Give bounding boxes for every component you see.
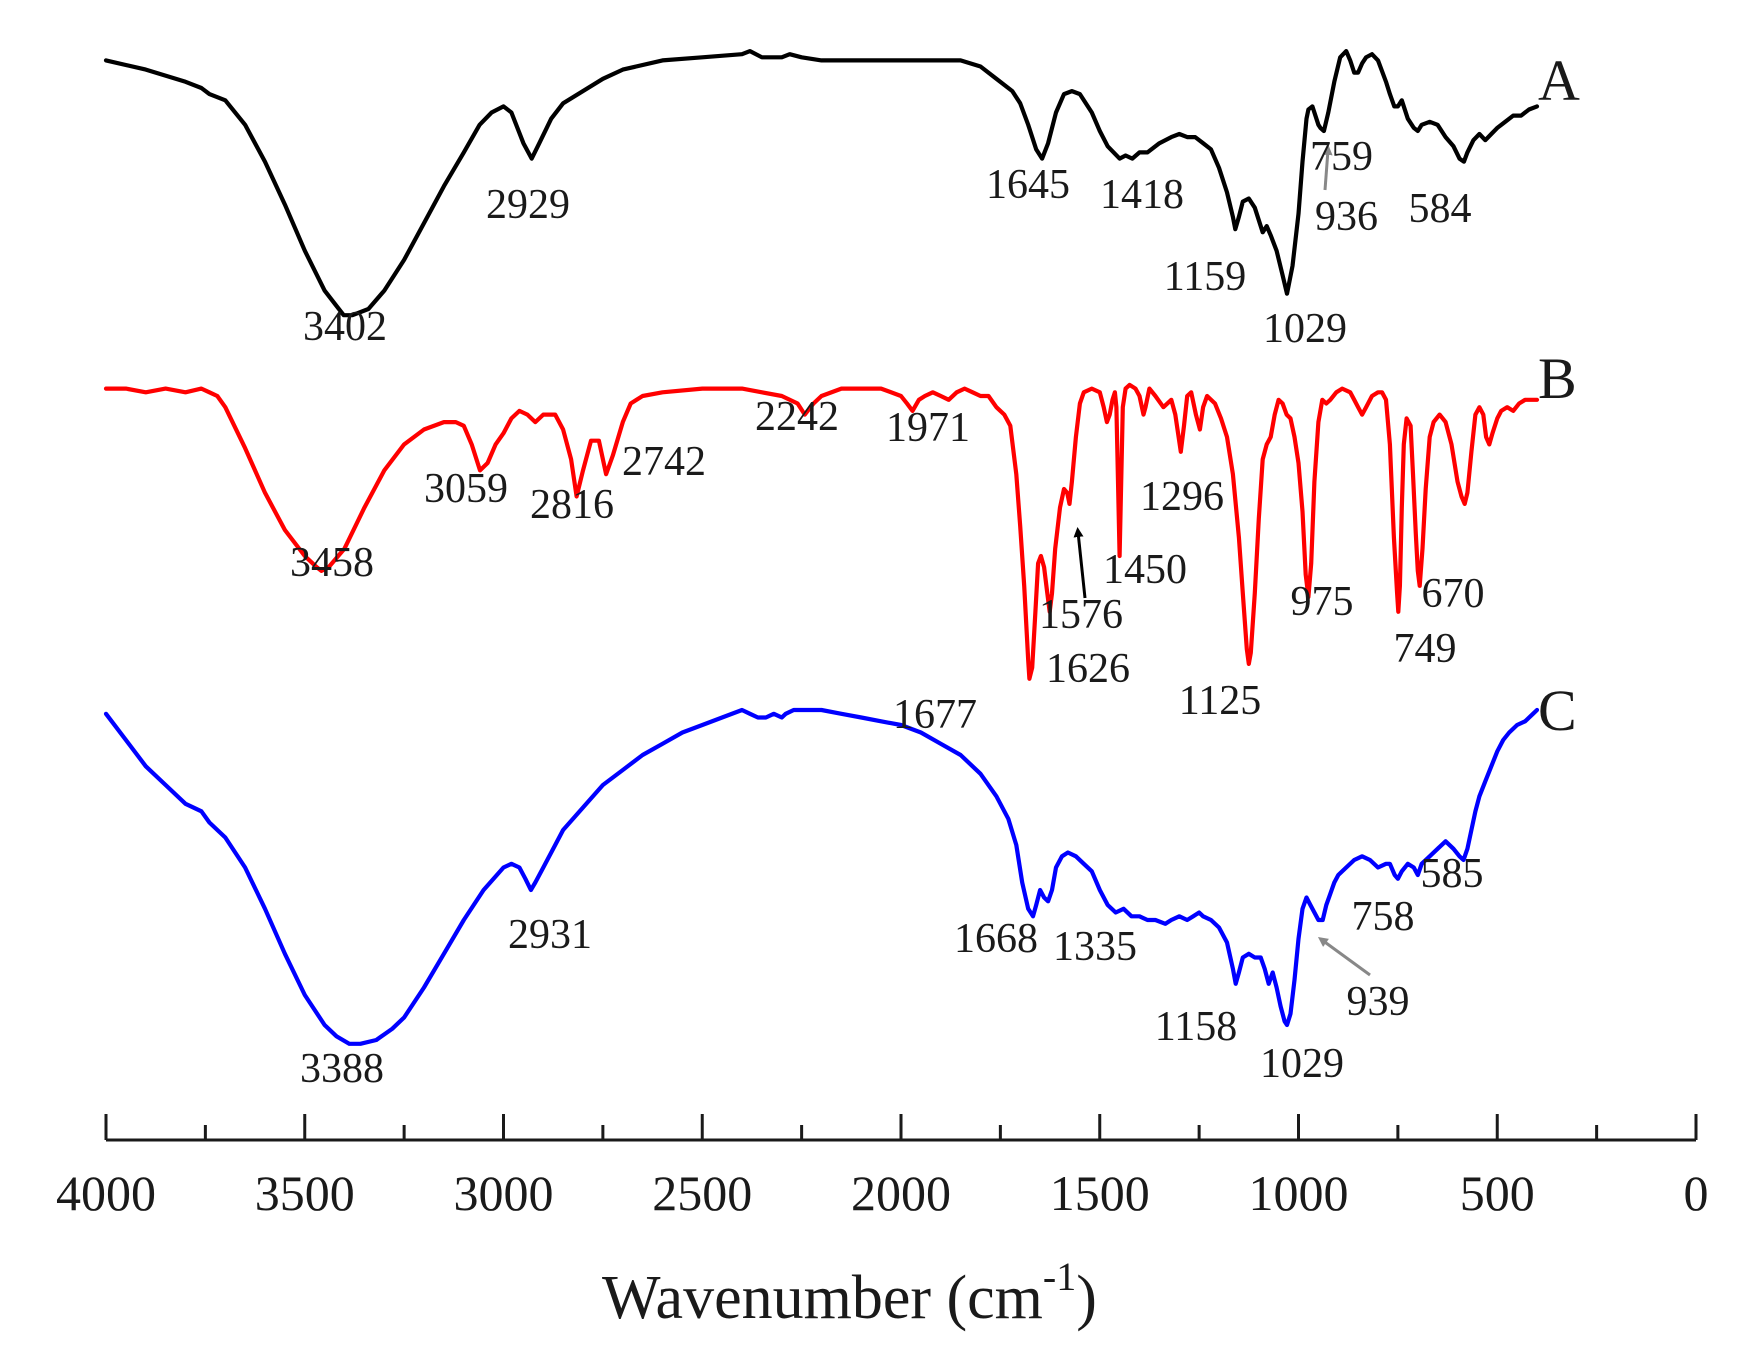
peak-label-b-1576: 1576 — [1039, 592, 1123, 638]
curve-label-a: A — [1538, 48, 1580, 113]
peak-label-c-1029: 1029 — [1260, 1041, 1344, 1087]
peak-label-a-1159: 1159 — [1164, 254, 1246, 300]
spectrum-line-b — [103, 382, 1540, 681]
peak-label-a-936: 936 — [1315, 194, 1378, 240]
peak-label-a-759: 759 — [1310, 134, 1373, 180]
peak-arrow-c-939 — [1317, 937, 1371, 977]
x-tick-label-1500: 1500 — [1050, 1165, 1150, 1221]
peak-label-a-584: 584 — [1409, 186, 1472, 232]
peak-label-b-2742: 2742 — [622, 439, 706, 485]
x-tick-label-4000: 4000 — [56, 1165, 156, 1221]
spectra-layer — [103, 49, 1540, 1046]
peak-label-c-3388: 3388 — [300, 1046, 384, 1092]
peak-label-b-1450: 1450 — [1103, 547, 1187, 593]
peak-label-b-3059: 3059 — [424, 466, 508, 512]
x-axis-ticks: 4000 3500 3000 2500 2000 1500 1000 500 0 — [56, 1114, 1709, 1221]
peak-label-c-1668: 1668 — [954, 916, 1038, 962]
peak-label-b-1626: 1626 — [1046, 646, 1130, 692]
peak-label-c-585: 585 — [1421, 851, 1484, 897]
curve-letters: A B C — [1538, 48, 1580, 743]
peak-label-b-3458: 3458 — [290, 540, 374, 586]
x-tick-label-3500: 3500 — [255, 1165, 355, 1221]
peak-label-b-1971: 1971 — [886, 405, 970, 451]
peak-label-a-3402: 3402 — [303, 304, 387, 350]
peak-label-b-1296: 1296 — [1140, 474, 1224, 520]
x-axis-title-close: ) — [1076, 1264, 1097, 1332]
peak-label-a-1029: 1029 — [1263, 306, 1347, 352]
x-tick-label-3000: 3000 — [454, 1165, 554, 1221]
peak-label-b-975: 975 — [1291, 579, 1354, 625]
peak-label-b-1677: 1677 — [893, 692, 977, 738]
spectrum-line-a — [103, 49, 1540, 318]
peak-label-a-2929: 2929 — [486, 182, 570, 228]
x-axis-title-main: Wavenumber (cm — [602, 1264, 1043, 1332]
x-axis-title: Wavenumber (cm-1) — [602, 1254, 1097, 1332]
peak-label-b-1125: 1125 — [1179, 678, 1261, 724]
peak-arrow-b-1576 — [1073, 527, 1087, 599]
x-axis-title-superscript: -1 — [1043, 1254, 1076, 1299]
peak-label-c-758: 758 — [1352, 894, 1415, 940]
x-tick-label-500: 500 — [1460, 1165, 1535, 1221]
curve-label-c: C — [1538, 678, 1577, 743]
peak-label-a-1418: 1418 — [1100, 172, 1184, 218]
peak-label-b-2242: 2242 — [755, 394, 839, 440]
peak-label-b-670: 670 — [1422, 571, 1485, 617]
x-tick-label-0: 0 — [1684, 1165, 1709, 1221]
peak-arrow-a-936 — [1322, 145, 1333, 191]
spectrum-line-c — [103, 707, 1540, 1046]
peak-label-c-1335: 1335 — [1053, 924, 1137, 970]
peak-label-c-1158: 1158 — [1155, 1004, 1237, 1050]
peak-label-a-1645: 1645 — [986, 162, 1070, 208]
peak-label-b-2816: 2816 — [530, 482, 614, 528]
x-tick-label-2000: 2000 — [851, 1165, 951, 1221]
peak-annotations: 3402 2929 1645 1418 1159 1029 936 759 584 3458 305… — [290, 134, 1485, 1092]
peak-label-b-749: 749 — [1394, 626, 1457, 672]
x-tick-label-1000: 1000 — [1249, 1165, 1349, 1221]
curve-label-b: B — [1538, 346, 1577, 411]
x-tick-label-2500: 2500 — [652, 1165, 752, 1221]
peak-label-c-939: 939 — [1347, 979, 1410, 1025]
x-axis: 4000 3500 3000 2500 2000 1500 1000 500 0 Wavenum… — [56, 1114, 1709, 1332]
peak-label-c-2931: 2931 — [508, 912, 592, 958]
